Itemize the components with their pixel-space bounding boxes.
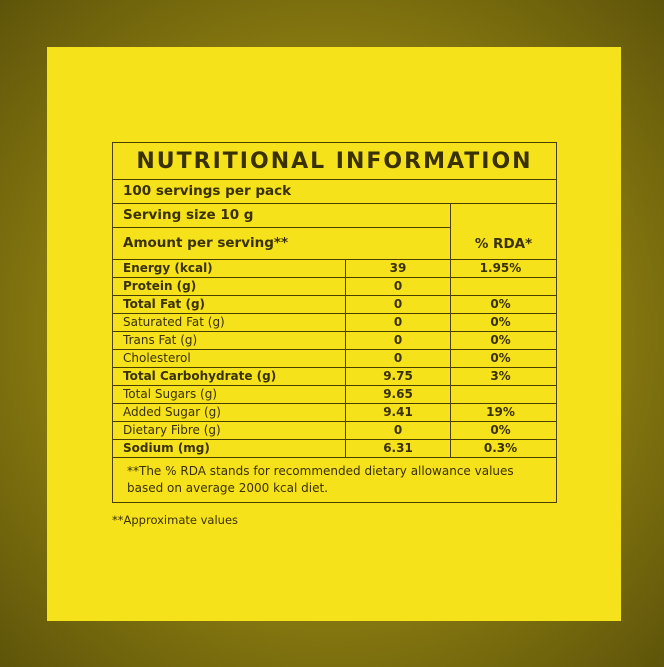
rda-header: % RDA* xyxy=(450,203,557,260)
nutrient-name: Energy (kcal) xyxy=(112,259,346,278)
nutrient-rda: 0% xyxy=(450,331,557,350)
nutrient-amount: 0 xyxy=(345,349,451,368)
nutrient-amount: 9.41 xyxy=(345,403,451,422)
nutrient-rda: 0% xyxy=(450,313,557,332)
nutrient-row: Energy (kcal) 39 1.95% xyxy=(112,259,557,278)
nutrient-rda: 1.95% xyxy=(450,259,557,278)
nutrient-name: Trans Fat (g) xyxy=(112,331,346,350)
nutrient-name: Protein (g) xyxy=(112,277,346,296)
nutrient-amount: 0 xyxy=(345,313,451,332)
nutrient-name: Cholesterol xyxy=(112,349,346,368)
amount-header: Amount per serving** xyxy=(112,227,451,260)
footnote: **The % RDA stands for recommended dieta… xyxy=(112,457,557,503)
nutrient-name: Saturated Fat (g) xyxy=(112,313,346,332)
nutrient-rda: 0% xyxy=(450,349,557,368)
nutrition-table: NUTRITIONAL INFORMATION 100 servings per… xyxy=(112,142,557,503)
nutrient-amount: 39 xyxy=(345,259,451,278)
nutrient-amount: 0 xyxy=(345,295,451,314)
serving-size: Serving size 10 g xyxy=(112,203,451,228)
nutrient-amount: 9.65 xyxy=(345,385,451,404)
nutrient-row: Total Sugars (g) 9.65 xyxy=(112,385,557,404)
nutrient-rda: 19% xyxy=(450,403,557,422)
nutrient-rda: 0% xyxy=(450,295,557,314)
nutrient-name: Total Fat (g) xyxy=(112,295,346,314)
nutrient-rda: 0.3% xyxy=(450,439,557,458)
nutrient-row: Saturated Fat (g) 0 0% xyxy=(112,313,557,332)
nutrient-row: Total Fat (g) 0 0% xyxy=(112,295,557,314)
nutrient-name: Dietary Fibre (g) xyxy=(112,421,346,440)
nutrient-amount: 0 xyxy=(345,331,451,350)
servings: 100 servings per pack xyxy=(112,179,557,204)
nutrient-rda xyxy=(450,385,557,404)
title: NUTRITIONAL INFORMATION xyxy=(112,142,557,180)
nutrient-amount: 6.31 xyxy=(345,439,451,458)
nutrient-row: Protein (g) 0 xyxy=(112,277,557,296)
nutrient-name: Sodium (mg) xyxy=(112,439,346,458)
nutrient-row: Sodium (mg) 6.31 0.3% xyxy=(112,439,557,458)
nutrient-row: Cholesterol 0 0% xyxy=(112,349,557,368)
nutrient-rda: 3% xyxy=(450,367,557,386)
nutrient-name: Added Sugar (g) xyxy=(112,403,346,422)
nutrient-name: Total Sugars (g) xyxy=(112,385,346,404)
note: **Approximate values xyxy=(112,513,239,527)
nutrient-amount: 0 xyxy=(345,277,451,296)
nutrient-row: Dietary Fibre (g) 0 0% xyxy=(112,421,557,440)
nutrient-row: Added Sugar (g) 9.41 19% xyxy=(112,403,557,422)
nutrient-row: Trans Fat (g) 0 0% xyxy=(112,331,557,350)
nutrient-name: Total Carbohydrate (g) xyxy=(112,367,346,386)
nutrient-amount: 9.75 xyxy=(345,367,451,386)
nutrient-row: Total Carbohydrate (g) 9.75 3% xyxy=(112,367,557,386)
nutrient-amount: 0 xyxy=(345,421,451,440)
nutrient-rda: 0% xyxy=(450,421,557,440)
nutrient-rda xyxy=(450,277,557,296)
label-panel: NUTRITIONAL INFORMATION 100 servings per… xyxy=(47,47,621,621)
